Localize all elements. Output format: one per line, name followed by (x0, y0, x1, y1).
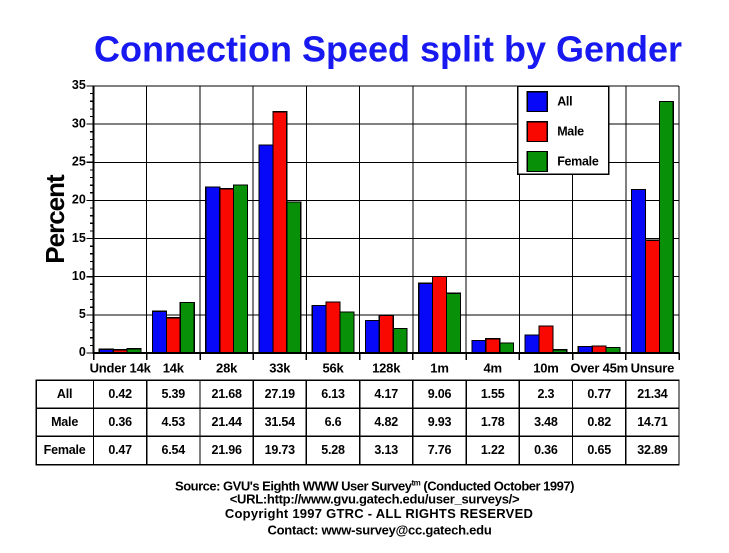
svg-text:5.39: 5.39 (162, 387, 186, 401)
svg-text:128k: 128k (372, 360, 401, 375)
svg-text:Female: Female (44, 443, 86, 457)
svg-text:Connection Speed split by Gend: Connection Speed split by Gender (94, 29, 682, 70)
svg-text:14.71: 14.71 (637, 415, 668, 429)
svg-text:2.3: 2.3 (538, 387, 555, 401)
svg-text:0: 0 (79, 345, 86, 359)
svg-text:32.89: 32.89 (637, 443, 668, 457)
svg-text:All: All (557, 95, 572, 109)
svg-text:0.65: 0.65 (587, 443, 611, 457)
svg-text:21.68: 21.68 (211, 387, 242, 401)
svg-text:1.78: 1.78 (481, 415, 505, 429)
svg-text:0.36: 0.36 (534, 443, 558, 457)
svg-text:Contact: www-survey@cc.gatech.: Contact: www-survey@cc.gatech.edu (267, 523, 491, 538)
svg-text:<URL:http://www.gvu.gatech.edu: <URL:http://www.gvu.gatech.edu/user_surv… (230, 492, 520, 507)
svg-text:Male: Male (557, 125, 584, 139)
svg-text:25: 25 (72, 155, 86, 169)
svg-text:15: 15 (72, 231, 86, 245)
svg-text:Unsure: Unsure (631, 360, 675, 375)
svg-text:19.73: 19.73 (265, 443, 296, 457)
svg-text:Over 45m: Over 45m (570, 360, 628, 375)
svg-text:31.54: 31.54 (265, 415, 296, 429)
svg-text:6.54: 6.54 (162, 443, 186, 457)
svg-text:21.96: 21.96 (211, 443, 242, 457)
svg-text:30: 30 (72, 116, 86, 130)
svg-text:Percent: Percent (40, 174, 70, 264)
svg-text:33k: 33k (269, 360, 291, 375)
svg-text:0.47: 0.47 (108, 443, 132, 457)
svg-text:35: 35 (72, 78, 86, 92)
svg-text:All: All (57, 387, 72, 401)
svg-text:Female: Female (557, 154, 599, 168)
svg-text:9.93: 9.93 (428, 415, 452, 429)
svg-text:Male: Male (51, 415, 78, 429)
svg-text:4.82: 4.82 (374, 415, 398, 429)
svg-text:1m: 1m (430, 360, 448, 375)
svg-text:10: 10 (72, 269, 86, 283)
svg-text:21.44: 21.44 (211, 415, 242, 429)
svg-text:Under 14k: Under 14k (90, 360, 152, 375)
svg-text:0.77: 0.77 (587, 387, 611, 401)
svg-text:6.6: 6.6 (325, 415, 342, 429)
svg-text:5.28: 5.28 (321, 443, 345, 457)
svg-text:7.76: 7.76 (428, 443, 452, 457)
svg-text:9.06: 9.06 (428, 387, 452, 401)
svg-text:20: 20 (72, 193, 86, 207)
svg-text:0.36: 0.36 (108, 415, 132, 429)
svg-text:3.48: 3.48 (534, 415, 558, 429)
svg-text:4.53: 4.53 (162, 415, 186, 429)
svg-text:0.42: 0.42 (108, 387, 132, 401)
svg-text:27.19: 27.19 (265, 387, 296, 401)
svg-text:10m: 10m (533, 360, 558, 375)
svg-text:Source: GVU's Eighth WWW User: Source: GVU's Eighth WWW User Surveytm (… (175, 479, 574, 494)
svg-text:21.34: 21.34 (637, 387, 668, 401)
svg-text:28k: 28k (216, 360, 238, 375)
svg-text:3.13: 3.13 (374, 443, 398, 457)
svg-text:4.17: 4.17 (374, 387, 398, 401)
svg-text:6.13: 6.13 (321, 387, 345, 401)
svg-text:4m: 4m (484, 360, 502, 375)
svg-text:56k: 56k (322, 360, 344, 375)
svg-text:1.55: 1.55 (481, 387, 505, 401)
svg-text:5: 5 (79, 307, 86, 321)
svg-text:1.22: 1.22 (481, 443, 505, 457)
svg-text:Copyright 1997 GTRC - ALL RIGH: Copyright 1997 GTRC - ALL RIGHTS RESERVE… (225, 506, 533, 521)
svg-text:0.82: 0.82 (587, 415, 611, 429)
svg-text:14k: 14k (163, 360, 185, 375)
